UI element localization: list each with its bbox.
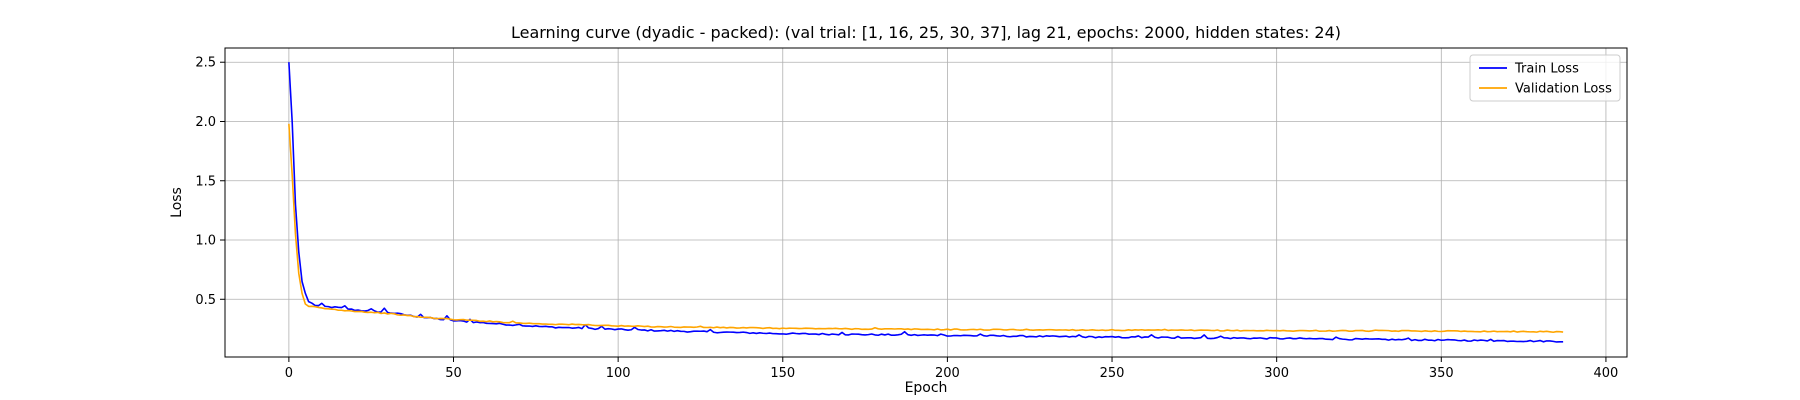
x-tick-label: 200 bbox=[935, 366, 960, 381]
series-line-train-loss bbox=[288, 62, 1564, 343]
plot-frame bbox=[224, 47, 1628, 358]
x-tick-label: 50 bbox=[445, 366, 462, 381]
series-line-validation-loss bbox=[288, 123, 1564, 334]
y-axis-ticks: 0.5 1.0 1.5 2.0 2.5 bbox=[195, 56, 225, 308]
series-lines bbox=[288, 62, 1564, 343]
y-tick-label: 2.5 bbox=[195, 56, 216, 71]
legend-box bbox=[1469, 54, 1621, 102]
y-tick-label: 2.0 bbox=[195, 115, 216, 130]
grid bbox=[225, 48, 1627, 357]
y-tick-label: 1.5 bbox=[195, 174, 216, 189]
legend: Train Loss Validation Loss bbox=[1469, 54, 1621, 102]
x-axis-ticks: 0 50 100 150 200 250 300 350 400 bbox=[285, 357, 1619, 381]
x-tick-label: 0 bbox=[285, 366, 293, 381]
x-tick-label: 300 bbox=[1264, 366, 1289, 381]
y-tick-label: 0.5 bbox=[195, 293, 216, 308]
x-tick-label: 150 bbox=[770, 366, 795, 381]
x-tick-label: 100 bbox=[606, 366, 631, 381]
x-axis-label: Epoch bbox=[905, 380, 948, 396]
x-tick-label: 250 bbox=[1100, 366, 1125, 381]
legend-label-train-loss: Train Loss bbox=[1514, 62, 1579, 77]
y-axis-label: Loss bbox=[169, 187, 185, 218]
x-tick-label: 400 bbox=[1594, 366, 1619, 381]
y-tick-label: 1.0 bbox=[195, 234, 216, 249]
x-tick-label: 350 bbox=[1429, 366, 1454, 381]
chart-title: Learning curve (dyadic - packed): (val t… bbox=[511, 23, 1341, 42]
legend-label-validation-loss: Validation Loss bbox=[1515, 82, 1612, 97]
